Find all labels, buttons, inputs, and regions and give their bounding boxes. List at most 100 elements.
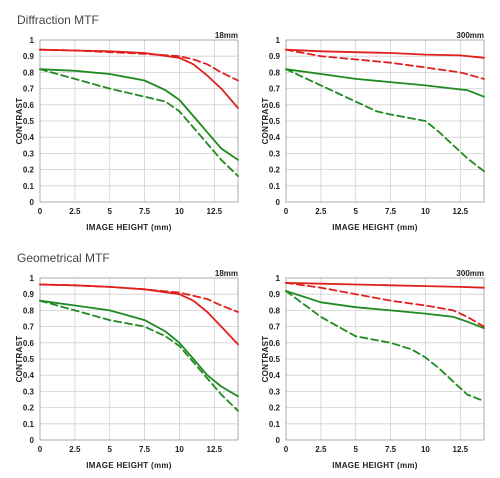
y-tick-label: 0 xyxy=(276,436,281,445)
y-tick-label: 0.2 xyxy=(23,166,35,175)
plot-frame xyxy=(285,39,485,203)
x-tick-label: 7.5 xyxy=(385,445,397,454)
y-tick-label: 0.7 xyxy=(23,323,35,332)
y-tick-label: 1 xyxy=(30,274,35,283)
y-tick-label: 0.6 xyxy=(23,339,35,348)
y-axis-label: CONTRAST xyxy=(15,336,24,383)
green-solid-series-line xyxy=(285,68,485,98)
red-dashed-series-line xyxy=(285,281,485,328)
y-tick-label: 0.4 xyxy=(269,371,281,380)
x-tick-label: 10 xyxy=(175,445,184,454)
geometrical-mtf-18mm-chart: 00.10.20.30.40.50.60.70.80.910 2.5 5 7.5 10 1… xyxy=(15,269,239,470)
focal-length-label: 300mm xyxy=(456,269,484,278)
y-tick-label: 0.7 xyxy=(269,85,281,94)
diffraction-mtf-title: Diffraction MTF xyxy=(17,13,99,27)
y-tick-label: 0.1 xyxy=(23,182,35,191)
green-solid-series-line xyxy=(285,290,485,330)
x-tick-label: 7.5 xyxy=(139,445,151,454)
green-solid-series-line xyxy=(39,68,239,161)
y-tick-label: 0.6 xyxy=(269,101,281,110)
red-dashed-series-line xyxy=(285,48,485,80)
x-axis-label: IMAGE HEIGHT (mm) xyxy=(332,461,418,470)
red-solid-series-line xyxy=(285,48,485,59)
x-axis-label: IMAGE HEIGHT (mm) xyxy=(86,461,172,470)
x-tick-label: 2.5 xyxy=(315,445,327,454)
y-tick-label: 0.2 xyxy=(23,404,35,413)
y-tick-label: 0.8 xyxy=(23,68,35,77)
x-tick-label: 12.5 xyxy=(207,445,223,454)
y-tick-label: 0.5 xyxy=(23,355,35,364)
geometrical-mtf-300mm-chart: 00.10.20.30.40.50.60.70.80.910 2.5 5 7.5 10 1… xyxy=(261,269,485,470)
x-tick-label: 10 xyxy=(175,207,184,216)
green-dashed-series-line xyxy=(285,290,485,403)
x-tick-label: 0 xyxy=(38,207,43,216)
y-tick-label: 0.3 xyxy=(23,149,35,158)
x-axis-label: IMAGE HEIGHT (mm) xyxy=(332,223,418,232)
plot-frame xyxy=(39,277,239,441)
y-tick-label: 1 xyxy=(276,36,281,45)
y-tick-label: 0.3 xyxy=(269,387,281,396)
diffraction-mtf-300mm-chart: 00.10.20.30.40.50.60.70.80.910 2.5 5 7.5 10 1… xyxy=(261,31,485,232)
y-tick-label: 0.8 xyxy=(269,306,281,315)
focal-length-label: 18mm xyxy=(215,31,238,40)
x-tick-label: 10 xyxy=(421,207,430,216)
plot-frame xyxy=(39,39,239,203)
plot-frame xyxy=(285,277,485,441)
green-dashed-series-line xyxy=(285,68,485,173)
x-tick-label: 2.5 xyxy=(69,445,81,454)
y-axis-label: CONTRAST xyxy=(261,98,270,145)
x-axis-label: IMAGE HEIGHT (mm) xyxy=(86,223,172,232)
x-tick-label: 7.5 xyxy=(139,207,151,216)
x-tick-label: 5 xyxy=(353,445,358,454)
y-tick-label: 0.7 xyxy=(23,85,35,94)
y-tick-label: 0.3 xyxy=(23,387,35,396)
y-tick-label: 0.8 xyxy=(23,306,35,315)
y-tick-label: 1 xyxy=(276,274,281,283)
y-tick-label: 0.6 xyxy=(23,101,35,110)
x-tick-label: 0 xyxy=(284,445,289,454)
green-dashed-series-line xyxy=(39,68,239,178)
y-tick-label: 0.1 xyxy=(23,420,35,429)
y-tick-label: 0.3 xyxy=(269,149,281,158)
red-solid-series-line xyxy=(39,283,239,346)
x-tick-label: 12.5 xyxy=(453,445,469,454)
x-tick-label: 0 xyxy=(38,445,43,454)
y-tick-label: 0.7 xyxy=(269,323,281,332)
diffraction-mtf-18mm-chart: 00.10.20.30.40.50.60.70.80.910 2.5 5 7.5 10 1… xyxy=(15,31,239,232)
x-tick-label: 7.5 xyxy=(385,207,397,216)
x-tick-label: 5 xyxy=(107,445,112,454)
focal-length-label: 300mm xyxy=(456,31,484,40)
y-tick-label: 0.2 xyxy=(269,404,281,413)
y-tick-label: 0.1 xyxy=(269,420,281,429)
x-tick-label: 0 xyxy=(284,207,289,216)
y-tick-label: 0.9 xyxy=(269,52,281,61)
x-tick-label: 2.5 xyxy=(315,207,327,216)
x-tick-label: 5 xyxy=(107,207,112,216)
y-tick-label: 0.4 xyxy=(269,133,281,142)
x-tick-label: 10 xyxy=(421,445,430,454)
y-tick-label: 0.5 xyxy=(269,355,281,364)
geometrical-mtf-title: Geometrical MTF xyxy=(17,251,110,265)
y-tick-label: 0 xyxy=(30,198,35,207)
red-dashed-series-line xyxy=(39,283,239,313)
y-tick-label: 0.9 xyxy=(23,290,35,299)
x-tick-label: 12.5 xyxy=(207,207,223,216)
focal-length-label: 18mm xyxy=(215,269,238,278)
red-dashed-series-line xyxy=(39,48,239,82)
y-tick-label: 0.8 xyxy=(269,68,281,77)
y-tick-label: 0.4 xyxy=(23,371,35,380)
y-tick-label: 0 xyxy=(30,436,35,445)
x-tick-label: 5 xyxy=(353,207,358,216)
green-solid-series-line xyxy=(39,299,239,398)
red-solid-series-line xyxy=(285,281,485,289)
x-tick-label: 2.5 xyxy=(69,207,81,216)
y-axis-label: CONTRAST xyxy=(15,98,24,145)
y-tick-label: 0.5 xyxy=(269,117,281,126)
y-tick-label: 0.9 xyxy=(269,290,281,299)
y-tick-label: 0.4 xyxy=(23,133,35,142)
y-tick-label: 0 xyxy=(276,198,281,207)
y-tick-label: 0.9 xyxy=(23,52,35,61)
y-tick-label: 0.1 xyxy=(269,182,281,191)
y-tick-label: 0.6 xyxy=(269,339,281,348)
y-tick-label: 0.2 xyxy=(269,166,281,175)
